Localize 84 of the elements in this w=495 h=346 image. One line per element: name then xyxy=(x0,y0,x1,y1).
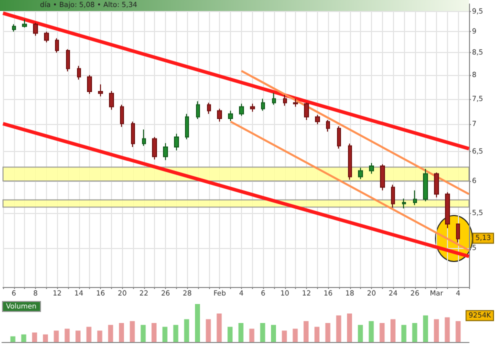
bar xyxy=(249,328,254,342)
bar xyxy=(260,323,266,342)
candlestick xyxy=(12,24,16,32)
bar xyxy=(64,328,70,342)
candlestick xyxy=(380,164,385,191)
bar xyxy=(86,326,92,342)
bar xyxy=(368,321,374,342)
candlestick xyxy=(326,120,330,132)
candlestick xyxy=(77,65,81,80)
candlestick xyxy=(348,143,352,180)
candlestick xyxy=(33,22,38,36)
bar xyxy=(336,315,342,342)
candlestick xyxy=(272,92,276,106)
candlestick xyxy=(434,172,439,198)
bar xyxy=(194,304,200,342)
candlestick xyxy=(423,168,428,202)
bar xyxy=(130,321,135,342)
bar xyxy=(152,323,157,342)
bar xyxy=(347,314,352,342)
bar xyxy=(358,324,363,342)
candlestick xyxy=(196,100,200,120)
bar xyxy=(140,324,146,342)
candlestick xyxy=(44,31,49,43)
bar xyxy=(42,334,48,342)
candlestick xyxy=(109,90,114,110)
bar xyxy=(118,323,124,342)
candlestick xyxy=(315,114,320,125)
bar xyxy=(292,328,298,342)
bar xyxy=(162,326,168,342)
candlestick xyxy=(174,133,179,151)
candlestick xyxy=(228,110,233,122)
candlestick xyxy=(402,198,406,209)
candlestick xyxy=(337,126,341,150)
candlestick xyxy=(413,190,417,206)
candlestick xyxy=(131,121,135,148)
candlestick xyxy=(456,223,460,243)
bar xyxy=(238,323,244,342)
bar xyxy=(54,330,59,342)
candlestick xyxy=(87,74,92,94)
candlestick xyxy=(207,102,211,114)
candlestick xyxy=(120,104,124,128)
candlestick xyxy=(142,129,146,146)
bar xyxy=(173,324,178,342)
bar xyxy=(271,324,276,342)
candlestick xyxy=(293,98,298,108)
bar xyxy=(423,315,428,342)
candlestick xyxy=(185,113,189,140)
bar xyxy=(314,326,320,342)
bar xyxy=(97,330,102,342)
candlestick xyxy=(261,98,265,112)
bar xyxy=(412,323,418,342)
candlestick xyxy=(239,103,244,116)
bar xyxy=(434,319,439,342)
candlestick xyxy=(66,48,70,72)
bar xyxy=(456,321,461,342)
candlestick xyxy=(98,84,103,97)
bar xyxy=(401,324,406,342)
bar xyxy=(10,336,16,342)
bar xyxy=(228,326,233,342)
bar xyxy=(76,330,81,342)
bar xyxy=(380,323,385,342)
candlestick xyxy=(152,136,157,160)
candlestick xyxy=(391,184,395,208)
candlestick xyxy=(55,38,59,54)
candlestick xyxy=(22,19,27,28)
candlestick xyxy=(250,103,255,112)
bar xyxy=(216,314,222,342)
bar xyxy=(282,330,287,342)
bar xyxy=(32,332,38,342)
candlestick xyxy=(304,102,309,121)
candlestick xyxy=(283,94,287,106)
bar xyxy=(304,321,309,342)
bar xyxy=(184,319,190,342)
bar xyxy=(325,323,330,342)
candlestick xyxy=(163,142,168,161)
bar xyxy=(444,317,450,342)
candlestick xyxy=(358,167,363,180)
bar xyxy=(390,319,396,342)
bar xyxy=(21,334,26,342)
candlestick xyxy=(369,162,374,174)
candlestick xyxy=(217,108,222,122)
bar xyxy=(108,324,114,342)
candlestick xyxy=(445,192,450,229)
bar xyxy=(206,319,211,342)
